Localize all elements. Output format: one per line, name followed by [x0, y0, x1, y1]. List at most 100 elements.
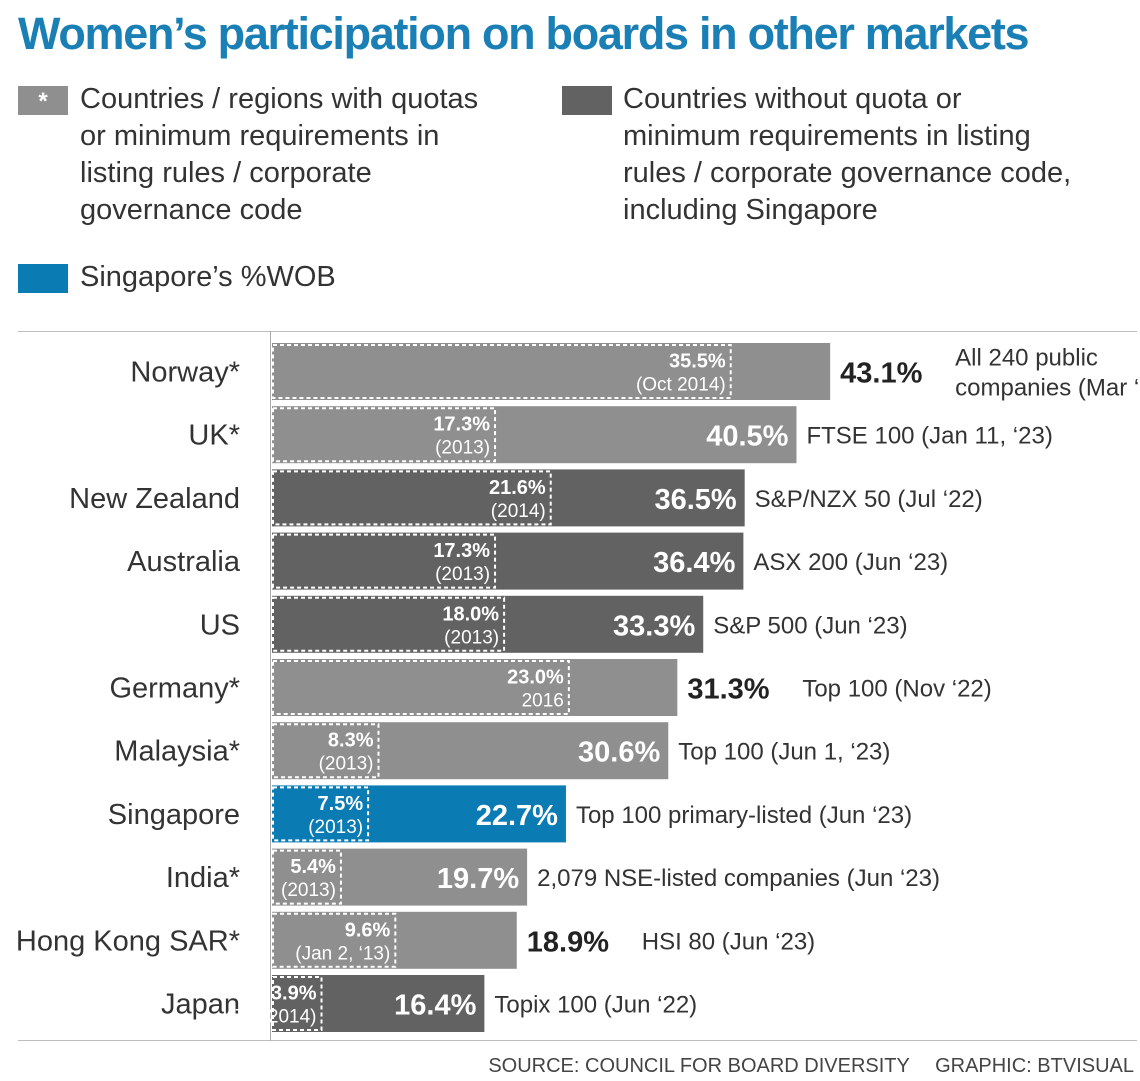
- bar-latest: [272, 785, 566, 843]
- country-label: India*: [166, 862, 240, 894]
- bar-earlier-marker: [272, 470, 552, 526]
- legend-quota-symbol: *: [38, 88, 48, 115]
- country-label: UK*: [188, 420, 240, 452]
- chart-axis-line: [270, 331, 271, 1041]
- earlier-date-label: (2013): [281, 880, 336, 901]
- legend-no-quota-line: including Singapore: [623, 194, 878, 226]
- legend-no-quota-line: minimum requirements in listing: [623, 120, 1031, 152]
- bar-annotation: Topix 100 (Jun ‘22): [494, 992, 697, 1019]
- bar-earlier-marker: [272, 849, 342, 905]
- legend-quota-line: governance code: [80, 194, 303, 226]
- bar-annotation: Top 100 primary-listed (Jun ‘23): [576, 802, 912, 829]
- latest-value-label: 30.6%: [578, 737, 660, 769]
- latest-value-label: 22.7%: [476, 800, 558, 832]
- bar-latest: [272, 595, 704, 653]
- latest-value-label: 31.3%: [687, 674, 769, 706]
- bar-annotation: ASX 200 (Jun ‘23): [753, 549, 948, 576]
- earlier-date-label: (Jun 2014): [226, 1007, 317, 1028]
- country-label: US: [200, 609, 240, 641]
- legend-swatch-quota: *: [18, 86, 68, 115]
- earlier-value-label: 17.3%: [433, 414, 490, 436]
- bar-earlier-marker: [272, 723, 380, 779]
- legend-swatch-no-quota: [562, 86, 612, 115]
- legend-singapore-text: Singapore’s %WOB: [80, 259, 336, 296]
- country-label: Australia: [127, 546, 241, 578]
- chart-bottom-rule: [18, 1040, 1137, 1041]
- bar-earlier-marker: [272, 976, 323, 1031]
- country-label: Malaysia*: [114, 736, 240, 768]
- latest-value-label: 19.7%: [437, 863, 519, 895]
- latest-value-label: 36.4%: [653, 547, 735, 579]
- bar-annotation: Top 100 (Jun 1, ‘23): [678, 739, 890, 766]
- bar-latest: [272, 532, 744, 590]
- legend-no-quota-line: rules / corporate governance code,: [623, 157, 1072, 189]
- earlier-value-label: 17.3%: [433, 540, 490, 562]
- bar-annotation: FTSE 100 (Jan 11, ‘23): [806, 423, 1052, 450]
- country-label: Germany*: [109, 673, 240, 705]
- bar-annotation: 2,079 NSE-listed companies (Jun ‘23): [537, 865, 940, 892]
- earlier-value-label: 23.0%: [507, 667, 564, 689]
- country-label: New Zealand: [69, 483, 240, 515]
- country-label: Singapore: [108, 799, 240, 831]
- bar-earlier-marker: [272, 660, 570, 715]
- bar-latest: [272, 659, 678, 716]
- earlier-value-label: 7.5%: [318, 793, 364, 815]
- bar-earlier-marker: [272, 786, 370, 842]
- bar-earlier-marker: [272, 533, 497, 589]
- country-label: Japan: [161, 989, 240, 1021]
- legend-swatch-singapore: [18, 264, 68, 293]
- legend-singapore-line: Singapore’s %WOB: [80, 261, 336, 293]
- bar-annotation: All 240 public: [955, 345, 1098, 372]
- latest-value-label: 18.9%: [527, 926, 609, 958]
- bar-annotation: Top 100 (Nov ‘22): [802, 676, 991, 703]
- earlier-date-label: (2013): [435, 564, 490, 585]
- chart-title: Women’s participation on boards in other…: [18, 8, 1030, 59]
- bar-latest: [272, 343, 831, 400]
- earlier-value-label: 3.9%: [271, 983, 317, 1005]
- legend-quota-line: listing rules / corporate: [80, 157, 372, 189]
- bar-earlier-marker: [272, 344, 732, 399]
- earlier-date-label: (Jan 2, ‘13): [295, 943, 390, 964]
- footer: SOURCE: COUNCIL FOR BOARD DIVERSITY GRAP…: [468, 1055, 1134, 1078]
- bar-earlier-marker: [272, 596, 506, 652]
- bar-earlier-marker: [272, 407, 497, 463]
- earlier-value-label: 35.5%: [669, 351, 726, 373]
- earlier-value-label: 9.6%: [345, 919, 391, 941]
- bar-latest: [272, 406, 797, 464]
- bar-annotation: S&P 500 (Jun ‘23): [713, 612, 907, 639]
- earlier-date-label: (2014): [491, 501, 546, 522]
- bar-latest: [272, 848, 528, 906]
- bar-earlier-marker: [272, 912, 397, 968]
- bar-latest: [272, 469, 745, 527]
- country-label: Hong Kong SAR*: [16, 925, 240, 957]
- bar-annotation: companies (Mar ‘23): [955, 375, 1140, 402]
- earlier-date-label: (2013): [308, 817, 363, 838]
- legend-quota-line: Countries / regions with quotas: [80, 83, 479, 115]
- legend-no-quota-line: Countries without quota or: [623, 83, 962, 115]
- earlier-date-label: (2013): [444, 627, 499, 648]
- country-label: Norway*: [130, 357, 240, 389]
- earlier-value-label: 21.6%: [489, 477, 546, 499]
- latest-value-label: 36.5%: [654, 484, 736, 516]
- latest-value-label: 43.1%: [840, 358, 922, 390]
- earlier-value-label: 18.0%: [442, 603, 499, 625]
- bar-annotation: S&P/NZX 50 (Jul ‘22): [755, 486, 983, 513]
- earlier-value-label: 5.4%: [290, 856, 336, 878]
- earlier-date-label: (2013): [435, 438, 490, 459]
- earlier-value-label: 8.3%: [328, 730, 374, 752]
- bar-latest: [272, 975, 485, 1032]
- latest-value-label: 16.4%: [394, 990, 476, 1022]
- earlier-date-label: (2013): [319, 754, 374, 775]
- legend-quota-text: Countries / regions with quotas or minim…: [80, 81, 478, 229]
- source-credit: SOURCE: COUNCIL FOR BOARD DIVERSITY: [488, 1055, 910, 1077]
- chart-top-rule: [18, 331, 1137, 332]
- bar-latest: [272, 722, 669, 780]
- latest-value-label: 33.3%: [613, 610, 695, 642]
- earlier-date-label: 2016: [522, 691, 564, 712]
- bar-annotation: HSI 80 (Jun ‘23): [642, 928, 815, 955]
- legend-quota-line: or minimum requirements in: [80, 120, 440, 152]
- legend-no-quota-text: Countries without quota or minimum requi…: [623, 81, 1071, 229]
- earlier-date-label: (Oct 2014): [636, 375, 726, 396]
- latest-value-label: 40.5%: [706, 421, 788, 453]
